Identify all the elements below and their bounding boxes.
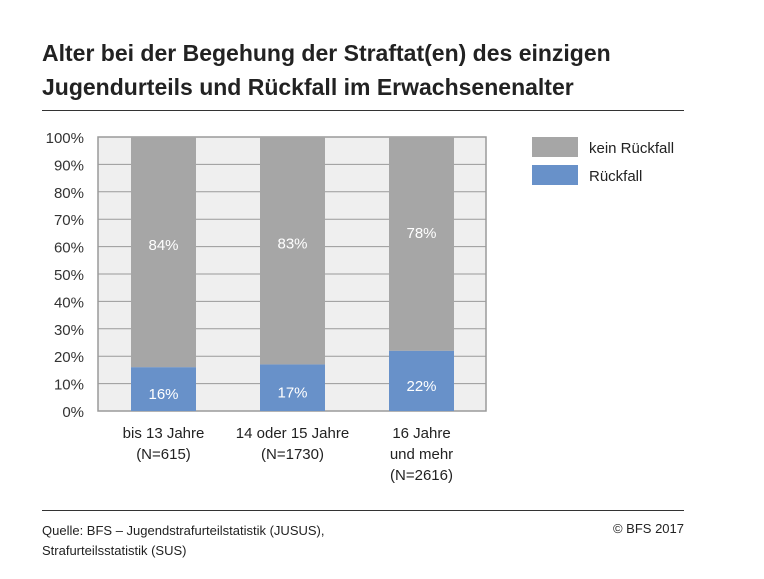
bar-segment [131, 367, 196, 411]
y-tick-label: 20% [54, 349, 84, 366]
y-tick-label: 10% [54, 377, 84, 394]
data-label: 84% [148, 237, 178, 254]
y-tick-label: 90% [54, 157, 84, 174]
data-label: 83% [277, 236, 307, 253]
y-tick-label: 50% [54, 267, 84, 284]
y-tick-label: 80% [54, 185, 84, 202]
x-tick-label: (N=615) [136, 446, 191, 463]
data-label: 17% [277, 385, 307, 402]
bar-segment [260, 137, 325, 365]
copyright: © BFS 2017 [612, 521, 684, 536]
top-divider [42, 110, 684, 111]
data-label: 16% [148, 386, 178, 403]
y-tick-label: 30% [54, 322, 84, 339]
x-tick-label: (N=2616) [390, 467, 453, 484]
title-line-1: Alter bei der Begehung der Straftat(en) … [42, 40, 611, 66]
x-tick-label: (N=1730) [261, 446, 324, 463]
title-line-2: Jugendurteils und Rückfall im Erwachsene… [42, 74, 574, 100]
y-tick-label: 100% [46, 130, 84, 147]
source-line-2: Strafurteilsstatistik (SUS) [42, 543, 187, 558]
legend-label: Rückfall [589, 168, 642, 185]
y-tick-label: 40% [54, 294, 84, 311]
bar-segment [389, 137, 454, 351]
x-tick-label: 16 Jahre [392, 425, 450, 442]
chart-title: Alter bei der Begehung der Straftat(en) … [42, 36, 611, 104]
bar-segment [389, 350, 454, 411]
bottom-divider [42, 510, 684, 511]
data-label: 78% [406, 225, 436, 242]
y-tick-label: 0% [62, 404, 84, 421]
legend-swatch [532, 137, 578, 157]
bar-segment [131, 137, 196, 368]
x-tick-label: und mehr [390, 446, 453, 463]
x-tick-label: bis 13 Jahre [123, 425, 205, 442]
bar-segment [260, 364, 325, 411]
legend-label: kein Rückfall [589, 140, 674, 157]
y-tick-label: 60% [54, 240, 84, 257]
legend-swatch [532, 165, 578, 185]
source-line-1: Quelle: BFS – Jugendstrafurteilstatistik… [42, 523, 325, 538]
y-tick-label: 70% [54, 212, 84, 229]
data-label: 22% [406, 378, 436, 395]
source-note: Quelle: BFS – Jugendstrafurteilstatistik… [42, 521, 325, 561]
x-tick-label: 14 oder 15 Jahre [236, 425, 349, 442]
